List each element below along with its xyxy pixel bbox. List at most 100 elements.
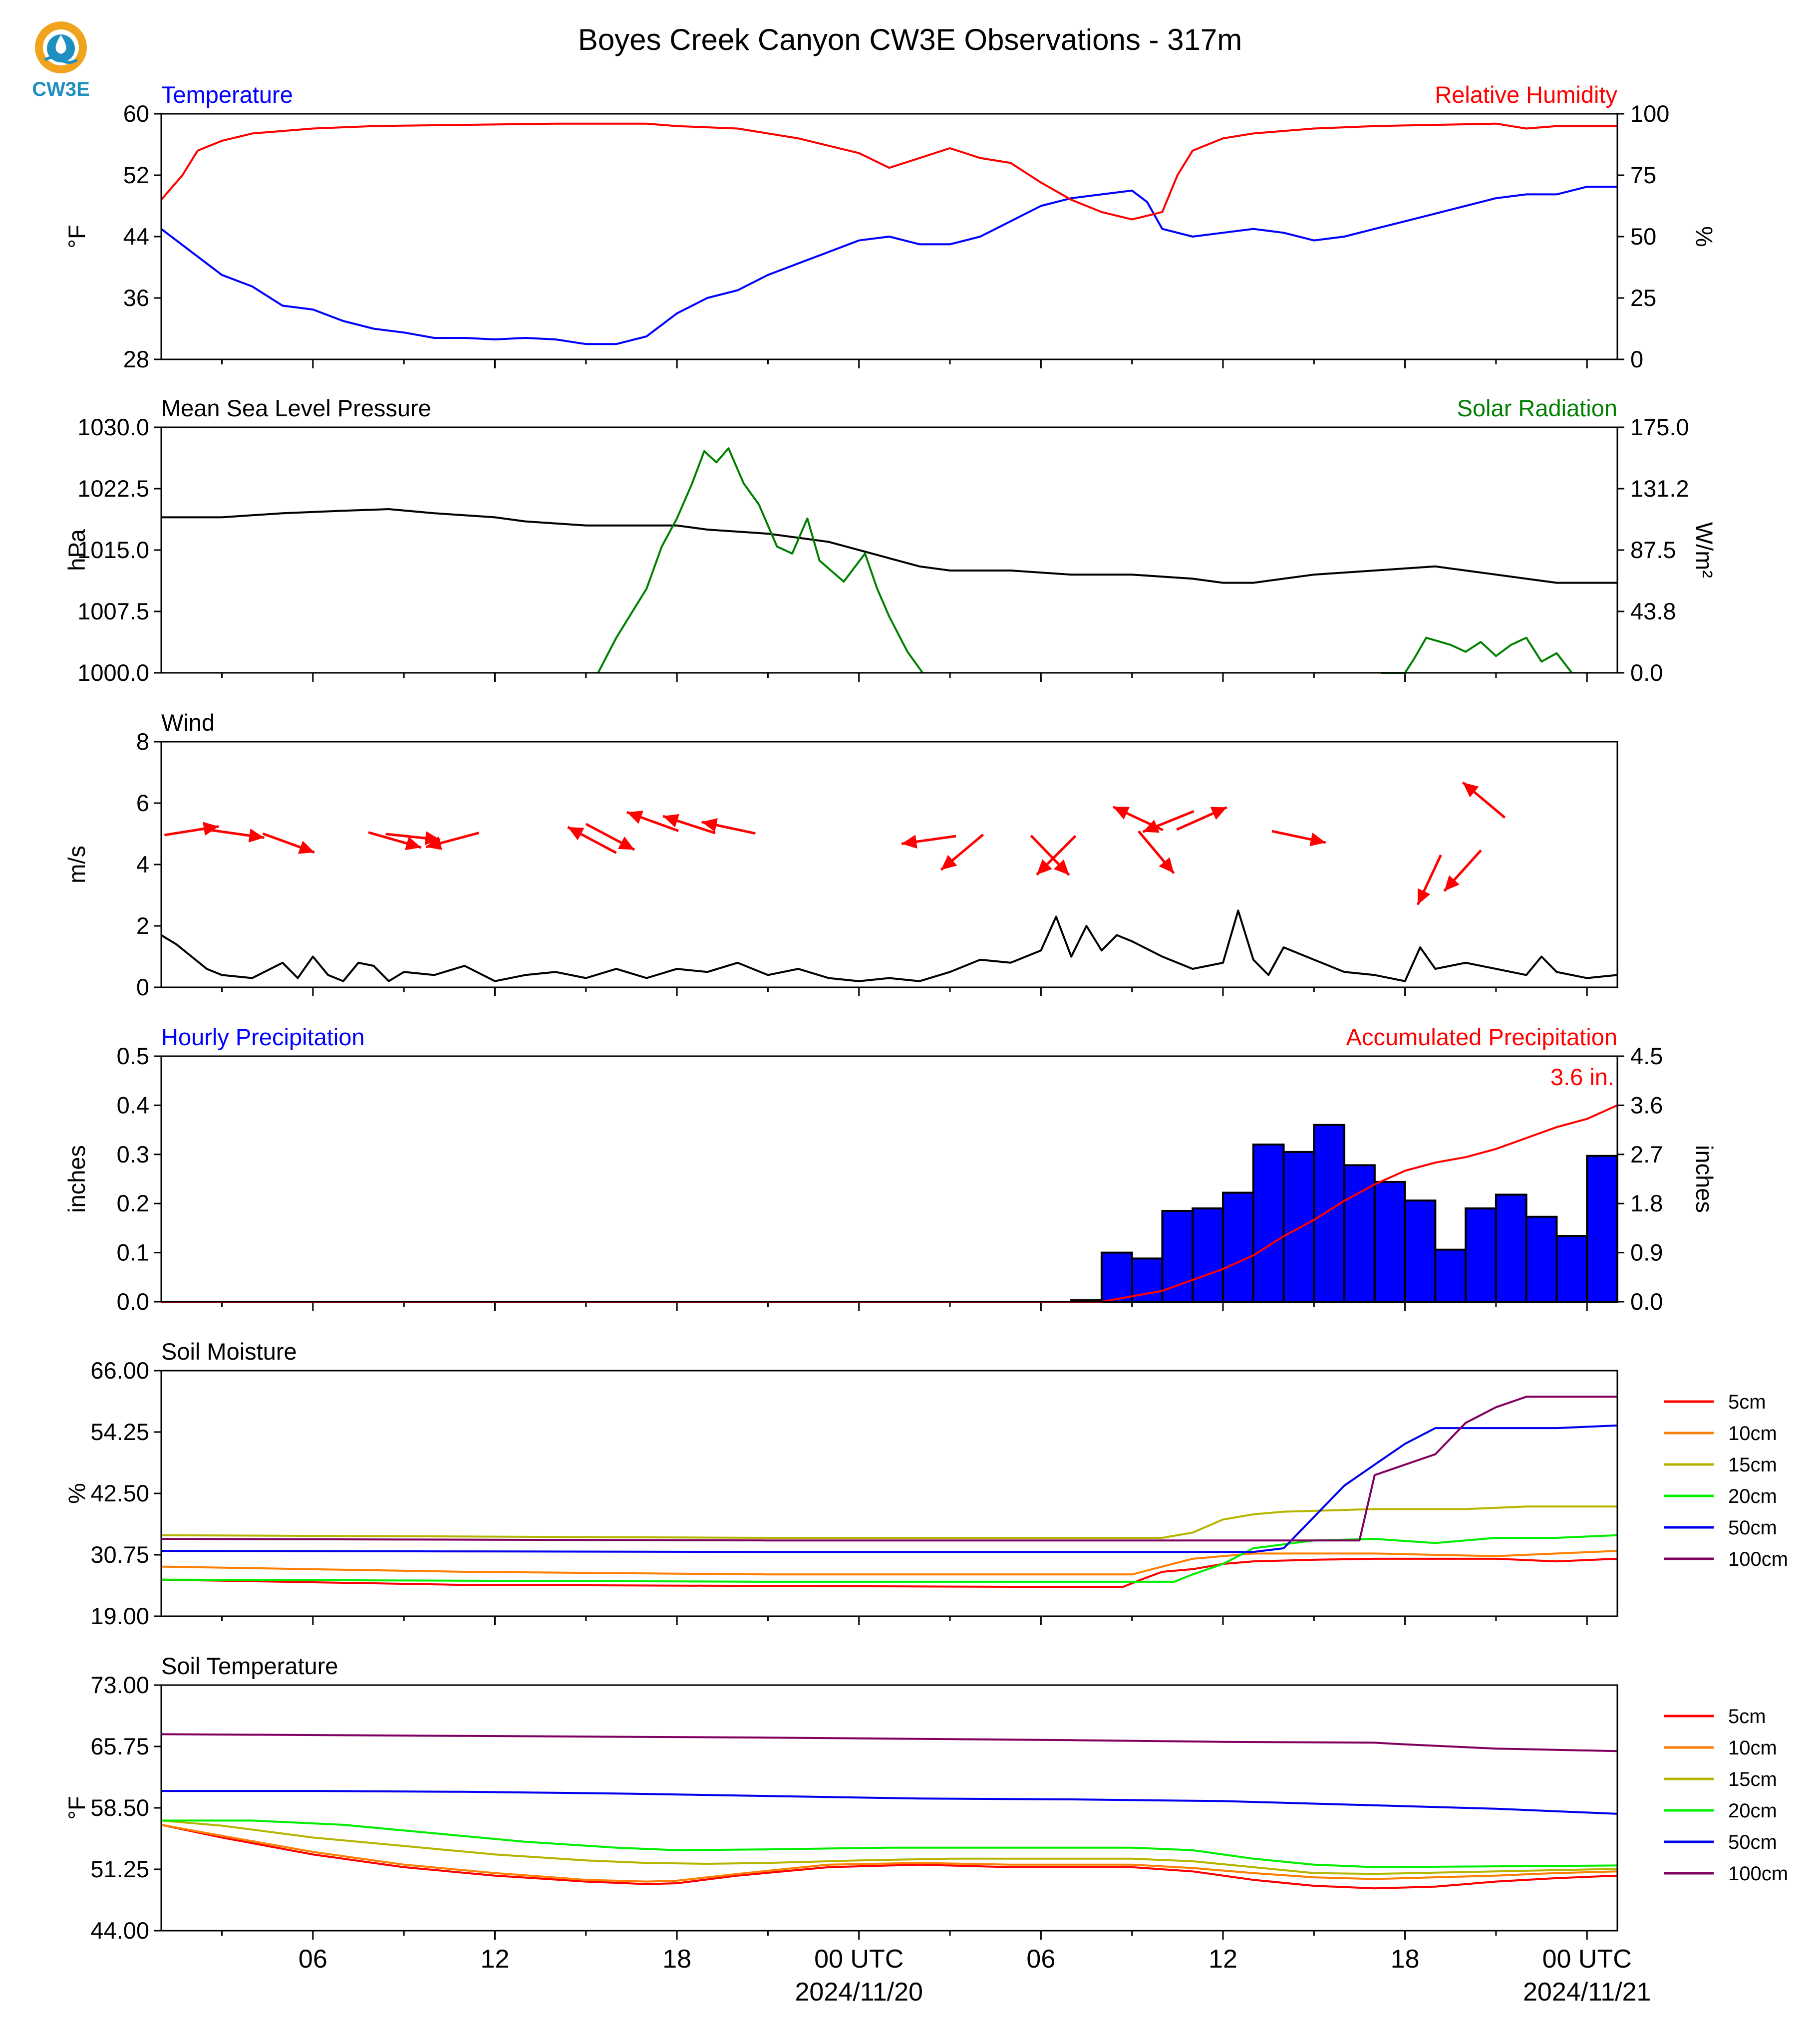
wind-arrow	[262, 832, 315, 854]
precip-bar	[1373, 1180, 1406, 1303]
y-axis-label: inches	[63, 1145, 90, 1213]
panel-precip: Hourly Precipitation Accumulated Precipit…	[63, 1024, 1718, 1315]
precip-bar	[1343, 1164, 1376, 1303]
y-tick-label-right: 175.0	[1630, 414, 1689, 440]
y-axis-label-right: %	[1691, 226, 1718, 247]
series-mean-sea-level-pressure	[161, 508, 1617, 584]
y-axis-label: hPa	[63, 529, 90, 571]
wind-arrow	[1142, 810, 1195, 833]
y-tick-label-right: 2.7	[1630, 1141, 1663, 1167]
y-tick-label-right: 0	[1630, 346, 1643, 372]
series-15cm	[161, 1505, 1617, 1539]
y-tick-label: 65.75	[90, 1733, 149, 1759]
y-tick-label: 42.50	[90, 1480, 149, 1506]
legend: 5cm 10cm 15cm 20cm 50cm 100cm	[1664, 1706, 1788, 1885]
wind-arrow	[1030, 835, 1070, 876]
logo-text: CW3E	[32, 78, 90, 100]
series-wind	[160, 909, 1618, 982]
legend-label: 50cm	[1728, 1831, 1777, 1853]
x-tick-label: 18	[662, 1945, 691, 1974]
wind-arrow	[1443, 849, 1482, 892]
y-tick-label: 73.00	[90, 1672, 149, 1698]
wind-arrow	[940, 834, 984, 871]
precip-bar	[1313, 1124, 1346, 1303]
y-tick-label: 36	[123, 285, 149, 311]
y-tick-label: 0.1	[117, 1239, 149, 1266]
series-15cm	[161, 1819, 1618, 1875]
panel-title-left: Temperature	[161, 81, 293, 108]
legend-label: 5cm	[1728, 1391, 1766, 1413]
precip-bar	[1282, 1151, 1315, 1303]
y-tick-label: 51.25	[90, 1856, 149, 1882]
wind-arrow	[164, 822, 219, 837]
accum-annotation: 3.6 in.	[1550, 1064, 1614, 1090]
panel-soil_moisture: Soil Moisture 19.00 30.75 42.50 54.25 66.00% 5…	[63, 1338, 1788, 1629]
legend-label: 5cm	[1728, 1706, 1766, 1728]
y-tick-label: 60	[123, 100, 149, 127]
wind-arrow	[701, 818, 756, 835]
wind-arrow	[1416, 854, 1442, 905]
panel-title-left: Wind	[161, 709, 215, 736]
y-tick-label-right: 87.5	[1630, 537, 1676, 563]
series-10cm	[161, 1823, 1618, 1883]
series-50cm	[161, 1424, 1618, 1553]
series-100cm	[161, 1396, 1617, 1542]
series-100cm	[161, 1733, 1618, 1752]
y-axis-label: °F	[63, 225, 90, 249]
precip-bar	[1192, 1207, 1224, 1303]
precip-bar	[1221, 1191, 1254, 1303]
y-tick-label: 0.3	[117, 1141, 149, 1167]
series-accumulated-precipitation	[161, 1104, 1618, 1303]
precip-bar	[1434, 1248, 1467, 1303]
x-date-label: 2024/11/20	[795, 1978, 923, 2007]
y-tick-label: 8	[136, 728, 149, 755]
series-10cm	[161, 1550, 1618, 1576]
series-temperature	[160, 186, 1617, 345]
y-tick-label-right: 3.6	[1630, 1092, 1663, 1118]
legend-label: 15cm	[1728, 1768, 1777, 1790]
wind-arrow	[1271, 830, 1326, 847]
y-tick-label-right: 75	[1630, 162, 1656, 188]
x-date-label: 2024/11/21	[1523, 1978, 1651, 2007]
figure-title: Boyes Creek Canyon CW3E Observations - 3…	[578, 23, 1242, 56]
series-5cm	[161, 1823, 1618, 1890]
legend-label: 100cm	[1728, 1863, 1788, 1885]
y-tick-label: 0	[136, 974, 149, 1000]
series-5cm	[161, 1557, 1618, 1588]
cw3e-logo: CW3E	[32, 21, 90, 100]
precip-bar	[1404, 1199, 1437, 1303]
y-tick-label: 1015.0	[77, 537, 149, 563]
plot-frame	[160, 1055, 1618, 1303]
y-tick-label-right: 4.5	[1630, 1043, 1663, 1069]
series-solar-radiation	[597, 447, 923, 674]
y-tick-label: 1007.5	[77, 598, 149, 624]
y-axis-label: m/s	[63, 846, 90, 883]
precip-bar	[1586, 1155, 1619, 1303]
x-tick-label: 06	[299, 1945, 327, 1974]
panel-title-right: Relative Humidity	[1435, 81, 1617, 108]
wind-arrow	[385, 831, 441, 846]
wind-arrow	[1462, 781, 1506, 819]
x-tick-label: 12	[481, 1945, 510, 1974]
y-tick-label: 58.50	[90, 1794, 149, 1821]
x-tick-label: 06	[1026, 1945, 1055, 1974]
panel-title-right: Solar Radiation	[1457, 395, 1617, 421]
panel-title-left: Mean Sea Level Pressure	[161, 395, 431, 421]
wind-arrow	[567, 826, 617, 854]
panel-title-right: Accumulated Precipitation	[1346, 1024, 1617, 1050]
y-tick-label: 30.75	[90, 1541, 149, 1568]
y-tick-label: 44.00	[90, 1917, 149, 1944]
y-tick-label: 6	[136, 790, 149, 816]
y-axis-label: %	[63, 1483, 90, 1504]
y-tick-label-right: 0.9	[1630, 1239, 1663, 1266]
y-tick-label: 54.25	[90, 1419, 149, 1445]
wind-arrow	[626, 811, 679, 833]
precip-bar	[1525, 1215, 1558, 1303]
wind-arrow	[1138, 830, 1175, 874]
y-axis-label-right: W/m²	[1691, 522, 1718, 578]
x-tick-label: 00 UTC	[814, 1945, 904, 1974]
wind-arrow	[1036, 835, 1077, 876]
y-tick-label: 1022.5	[77, 475, 149, 502]
legend-label: 100cm	[1728, 1548, 1788, 1570]
